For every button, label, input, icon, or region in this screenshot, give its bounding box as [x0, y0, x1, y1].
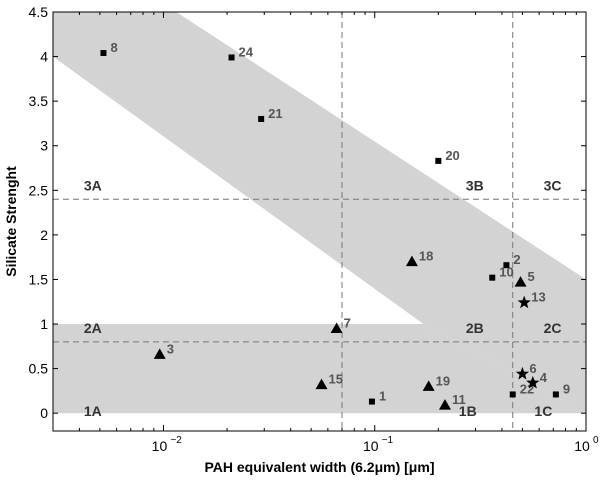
triangle-marker: [438, 399, 451, 410]
square-marker: [552, 391, 559, 398]
y-tick-label: 3.5: [29, 93, 49, 109]
x-tick-exponent: −1: [382, 435, 394, 446]
triangle-marker: [153, 348, 166, 359]
region-label-3b: 3B: [466, 177, 484, 193]
triangle-marker: [405, 255, 418, 267]
star-marker: [515, 366, 530, 380]
region-label-2c: 2C: [544, 320, 562, 336]
point-label: 19: [436, 373, 450, 388]
axis-ticks: 00.511.522.533.544.510 −2 10 −1 10 0: [29, 4, 599, 454]
point-label: 15: [329, 372, 343, 387]
point-label: 3: [167, 341, 174, 356]
point-6: 6: [515, 361, 537, 380]
triangle-marker: [514, 276, 527, 287]
point-label: 2: [513, 252, 520, 267]
region-label-1b: 1B: [459, 403, 477, 419]
point-9: 9: [552, 381, 570, 398]
y-tick-label: 1: [40, 316, 48, 332]
region-label-2b: 2B: [466, 320, 484, 336]
point-label: 13: [531, 290, 545, 305]
point-label: 18: [419, 249, 433, 264]
point-label: 8: [110, 40, 117, 55]
region-label-2a: 2A: [84, 320, 102, 336]
plot-frame: [52, 11, 587, 432]
region-labels: 3A 3B 3C 2A 2B 2C 1A 1B 1C: [84, 177, 562, 419]
point-20: 20: [435, 148, 460, 164]
point-15: 15: [315, 372, 343, 390]
region-divider-lines: [53, 12, 586, 431]
square-marker: [258, 115, 265, 122]
point-label: 6: [529, 361, 536, 376]
point-10: 10: [489, 265, 514, 281]
point-label: 21: [268, 106, 282, 121]
square-marker: [509, 391, 516, 398]
point-1: 1: [368, 389, 386, 405]
region-label-1a: 1A: [84, 403, 102, 419]
y-tick-label: 3: [40, 138, 48, 154]
region-label-1c: 1C: [534, 403, 552, 419]
x-tick-exponent: −2: [170, 435, 182, 446]
point-5: 5: [514, 269, 535, 287]
point-18: 18: [405, 249, 433, 267]
point-8: 8: [100, 40, 118, 57]
point-label: 7: [344, 315, 351, 330]
x-axis-label: PAH equivalent width (6.2μm) [μm]: [204, 459, 434, 475]
square-marker: [503, 262, 510, 269]
point-label: 5: [528, 269, 535, 284]
point-label: 10: [499, 265, 513, 280]
region-label-3a: 3A: [84, 177, 102, 193]
y-axis-label: Silicate Strenght: [3, 166, 19, 277]
point-label: 11: [452, 392, 466, 407]
point-21: 21: [258, 106, 283, 122]
point-label: 1: [379, 389, 386, 404]
y-tick-label: 0: [40, 405, 48, 421]
point-11: 11: [438, 392, 466, 410]
point-label: 20: [445, 148, 459, 163]
x-tick-label: 10: [574, 438, 590, 454]
shaded-bands: [53, 12, 586, 414]
y-tick-label: 0.5: [29, 361, 49, 377]
point-label: 4: [540, 370, 548, 385]
y-tick-label: 4.5: [29, 4, 49, 20]
upper-band: [53, 12, 586, 414]
square-marker: [489, 274, 496, 281]
point-3: 3: [153, 341, 174, 359]
square-marker: [228, 54, 235, 61]
point-7: 7: [330, 315, 351, 333]
point-19: 19: [422, 373, 450, 391]
point-2: 2: [503, 252, 521, 269]
star-marker: [517, 295, 531, 309]
point-24: 24: [228, 44, 254, 61]
y-tick-label: 4: [40, 49, 48, 65]
star-marker: [526, 375, 540, 389]
square-marker: [100, 50, 107, 57]
x-tick-label: 10: [363, 438, 379, 454]
point-4: 4: [526, 370, 548, 389]
point-label: 24: [239, 44, 254, 59]
y-tick-label: 2: [40, 227, 48, 243]
x-tick-label: 10: [152, 438, 168, 454]
region-label-3c: 3C: [544, 177, 562, 193]
triangle-marker: [422, 380, 435, 391]
y-tick-label: 1.5: [29, 271, 49, 287]
triangle-marker: [315, 378, 328, 390]
lower-band: [53, 324, 586, 414]
triangle-marker: [330, 322, 343, 333]
point-13: 13: [517, 290, 546, 309]
x-tick-exponent: 0: [593, 435, 599, 446]
y-tick-label: 2.5: [29, 182, 49, 198]
square-marker: [368, 398, 375, 405]
point-label: 9: [563, 381, 570, 396]
square-marker: [435, 157, 442, 164]
